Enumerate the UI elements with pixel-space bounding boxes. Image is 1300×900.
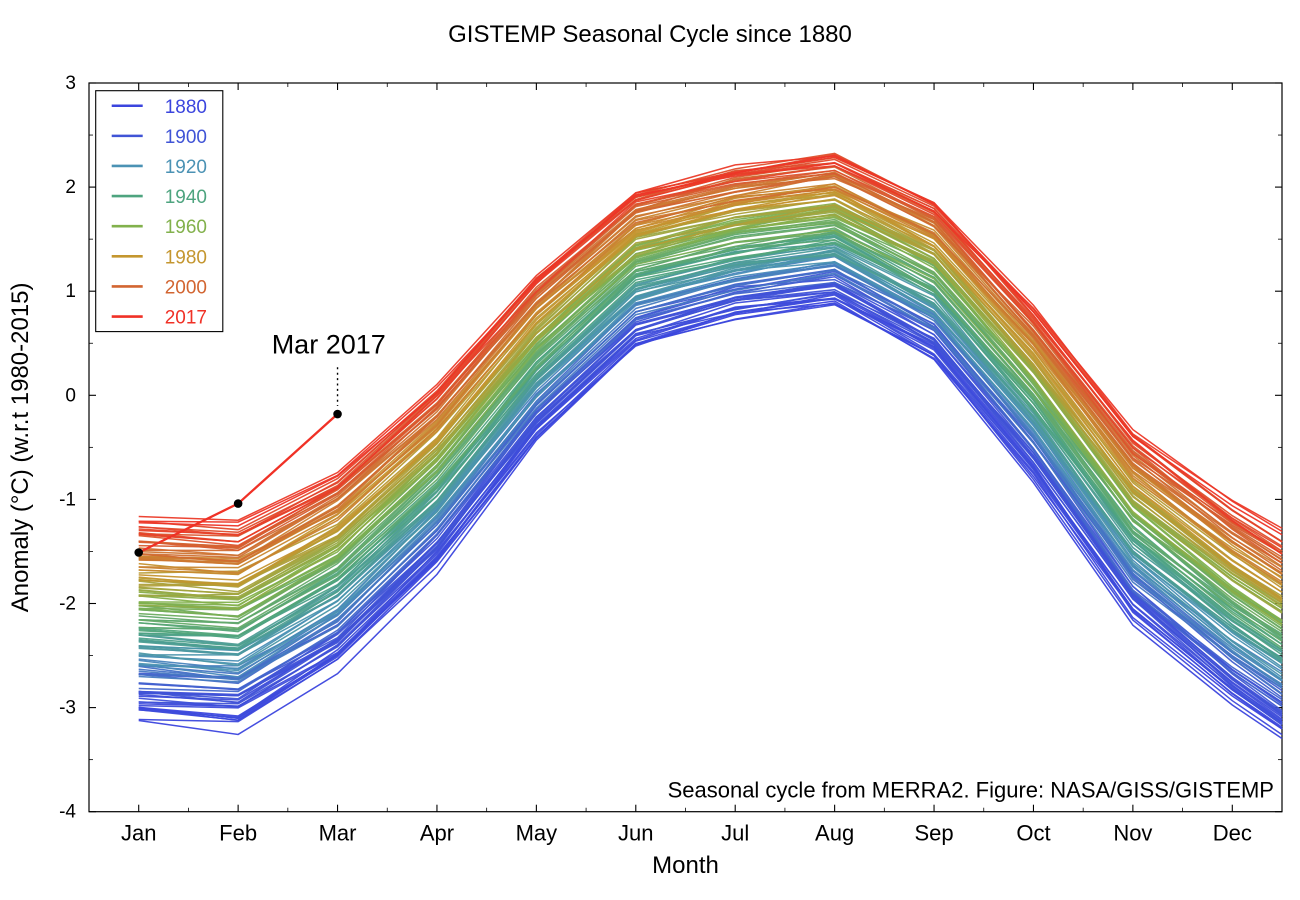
svg-text:0: 0 [65,385,76,406]
svg-text:Nov: Nov [1113,821,1152,846]
svg-text:Jul: Jul [721,821,749,846]
svg-text:1: 1 [65,281,76,302]
svg-text:-1: -1 [59,489,76,510]
svg-text:-4: -4 [59,802,76,823]
svg-text:Anomaly (°C) (w.r.t 1980-2015): Anomaly (°C) (w.r.t 1980-2015) [7,282,34,612]
svg-text:1880: 1880 [165,97,207,118]
svg-text:1980: 1980 [165,247,207,268]
svg-text:1960: 1960 [165,217,207,238]
svg-text:Mar 2017: Mar 2017 [272,329,386,359]
svg-text:May: May [516,821,558,846]
svg-text:Jan: Jan [121,821,156,846]
svg-text:Jun: Jun [618,821,653,846]
svg-text:-2: -2 [59,594,76,615]
svg-text:2000: 2000 [165,277,207,298]
svg-text:2: 2 [65,177,76,198]
svg-text:Dec: Dec [1213,821,1252,846]
svg-text:1920: 1920 [165,157,207,178]
svg-text:Mar: Mar [319,821,357,846]
svg-text:Feb: Feb [219,821,257,846]
svg-text:Sep: Sep [914,821,953,846]
svg-text:1900: 1900 [165,127,207,148]
svg-text:2017: 2017 [165,308,207,329]
svg-text:Month: Month [652,852,719,879]
svg-text:Apr: Apr [420,821,454,846]
svg-text:GISTEMP Seasonal Cycle since 1: GISTEMP Seasonal Cycle since 1880 [448,21,852,48]
svg-text:Oct: Oct [1016,821,1050,846]
svg-text:-3: -3 [59,698,76,719]
svg-text:Seasonal cycle from MERRA2. Fi: Seasonal cycle from MERRA2. Figure: NASA… [668,778,1274,803]
svg-text:3: 3 [65,73,76,94]
svg-text:Aug: Aug [815,821,854,846]
svg-text:1940: 1940 [165,187,207,208]
